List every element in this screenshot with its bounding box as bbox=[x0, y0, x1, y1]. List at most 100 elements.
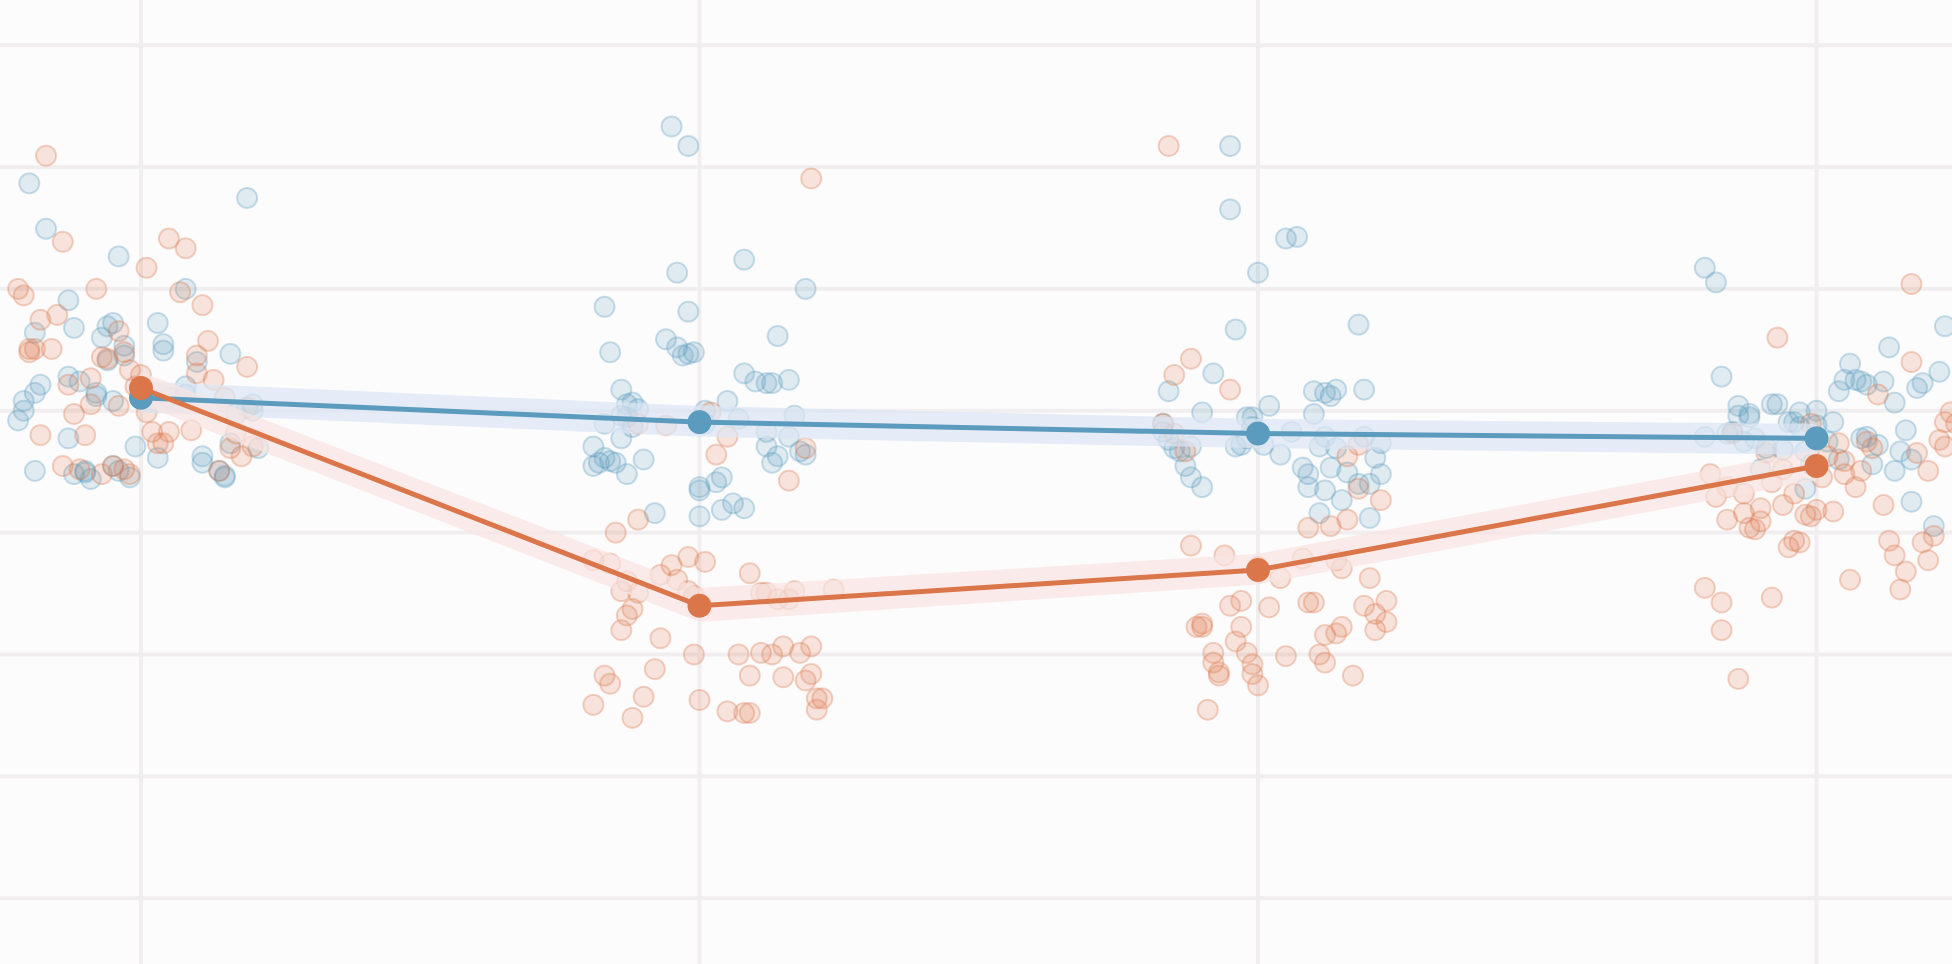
data-point bbox=[1900, 351, 1923, 374]
data-point bbox=[152, 333, 175, 356]
data-point bbox=[85, 385, 108, 408]
data-point bbox=[800, 167, 823, 190]
data-point bbox=[96, 315, 119, 338]
data-point bbox=[1839, 352, 1862, 375]
data-point bbox=[1191, 615, 1214, 638]
data-point bbox=[1933, 435, 1952, 458]
data-point bbox=[1319, 456, 1342, 479]
data-point bbox=[74, 461, 97, 484]
data-point bbox=[1850, 427, 1873, 450]
data-point bbox=[643, 502, 666, 525]
data-point bbox=[1889, 440, 1912, 463]
data-point bbox=[587, 451, 610, 474]
data-point bbox=[1336, 508, 1359, 531]
data-point bbox=[789, 641, 812, 664]
data-point bbox=[1157, 134, 1180, 157]
data-point bbox=[1844, 368, 1867, 391]
data-point bbox=[1900, 273, 1923, 296]
data-point bbox=[1247, 261, 1269, 284]
data-point bbox=[57, 365, 80, 388]
data-point bbox=[761, 372, 784, 395]
data-point bbox=[68, 370, 91, 393]
data-point bbox=[51, 230, 74, 253]
data-point bbox=[649, 627, 672, 650]
data-point bbox=[113, 341, 136, 364]
data-point bbox=[1369, 463, 1392, 486]
data-point bbox=[1872, 370, 1895, 393]
data-point bbox=[1219, 134, 1242, 157]
data-point bbox=[118, 466, 141, 489]
data-point bbox=[677, 134, 700, 157]
data-point bbox=[1833, 463, 1856, 486]
data-point bbox=[1710, 365, 1733, 388]
data-point bbox=[1777, 536, 1800, 559]
data-point bbox=[7, 409, 30, 432]
data-point bbox=[85, 277, 108, 300]
data-point bbox=[1805, 498, 1828, 521]
data-point bbox=[23, 459, 46, 482]
data-point bbox=[772, 666, 795, 689]
data-point bbox=[1872, 493, 1895, 516]
data-point bbox=[738, 701, 761, 724]
data-point bbox=[733, 248, 756, 271]
data-point bbox=[1224, 318, 1247, 341]
data-point bbox=[1179, 466, 1202, 489]
data-point bbox=[733, 362, 756, 385]
data-point bbox=[582, 455, 605, 478]
data-point bbox=[23, 338, 46, 361]
data-point bbox=[632, 448, 655, 471]
data-point bbox=[169, 281, 192, 304]
data-point bbox=[1738, 516, 1761, 539]
data-point bbox=[118, 463, 141, 486]
data-point bbox=[1258, 596, 1281, 619]
data-point bbox=[805, 698, 828, 721]
data-point bbox=[1375, 610, 1398, 633]
data-point bbox=[1855, 373, 1878, 396]
data-point bbox=[1325, 378, 1348, 401]
data-point bbox=[582, 435, 605, 458]
data-point bbox=[135, 256, 158, 279]
data-point bbox=[1314, 381, 1337, 404]
mean-marker bbox=[1246, 421, 1270, 446]
data-point bbox=[733, 701, 756, 724]
data-point bbox=[1827, 432, 1850, 455]
data-point bbox=[85, 381, 108, 404]
data-point bbox=[1945, 413, 1952, 434]
data-point bbox=[118, 359, 141, 382]
data-point bbox=[1704, 271, 1727, 294]
data-point bbox=[1319, 385, 1342, 408]
data-point bbox=[660, 115, 683, 138]
data-point bbox=[794, 277, 817, 300]
data-point bbox=[29, 373, 52, 396]
mean-marker bbox=[1246, 557, 1270, 582]
data-point bbox=[1878, 336, 1901, 359]
data-point bbox=[599, 450, 622, 473]
data-point bbox=[1364, 602, 1387, 625]
data-point bbox=[1917, 459, 1940, 482]
data-point bbox=[632, 685, 655, 708]
data-point bbox=[146, 432, 169, 455]
data-point bbox=[208, 459, 231, 482]
data-point bbox=[1224, 630, 1247, 653]
data-point bbox=[62, 316, 85, 339]
data-point bbox=[107, 320, 130, 343]
data-point bbox=[682, 341, 705, 364]
data-point bbox=[1330, 489, 1353, 512]
data-point bbox=[213, 466, 236, 489]
data-point bbox=[733, 497, 756, 520]
data-point bbox=[174, 277, 197, 300]
data-point bbox=[1174, 455, 1197, 478]
data-point bbox=[68, 458, 91, 481]
data-point bbox=[157, 227, 180, 250]
ci-band bbox=[141, 371, 1817, 622]
data-point bbox=[1330, 615, 1353, 638]
data-point bbox=[1928, 360, 1951, 383]
data-point bbox=[191, 445, 214, 468]
data-point bbox=[35, 217, 58, 240]
data-point bbox=[660, 554, 683, 577]
data-point bbox=[621, 597, 644, 620]
data-point bbox=[1179, 534, 1202, 557]
data-point bbox=[794, 437, 817, 460]
data-point bbox=[152, 339, 175, 362]
data-point bbox=[1855, 425, 1878, 448]
